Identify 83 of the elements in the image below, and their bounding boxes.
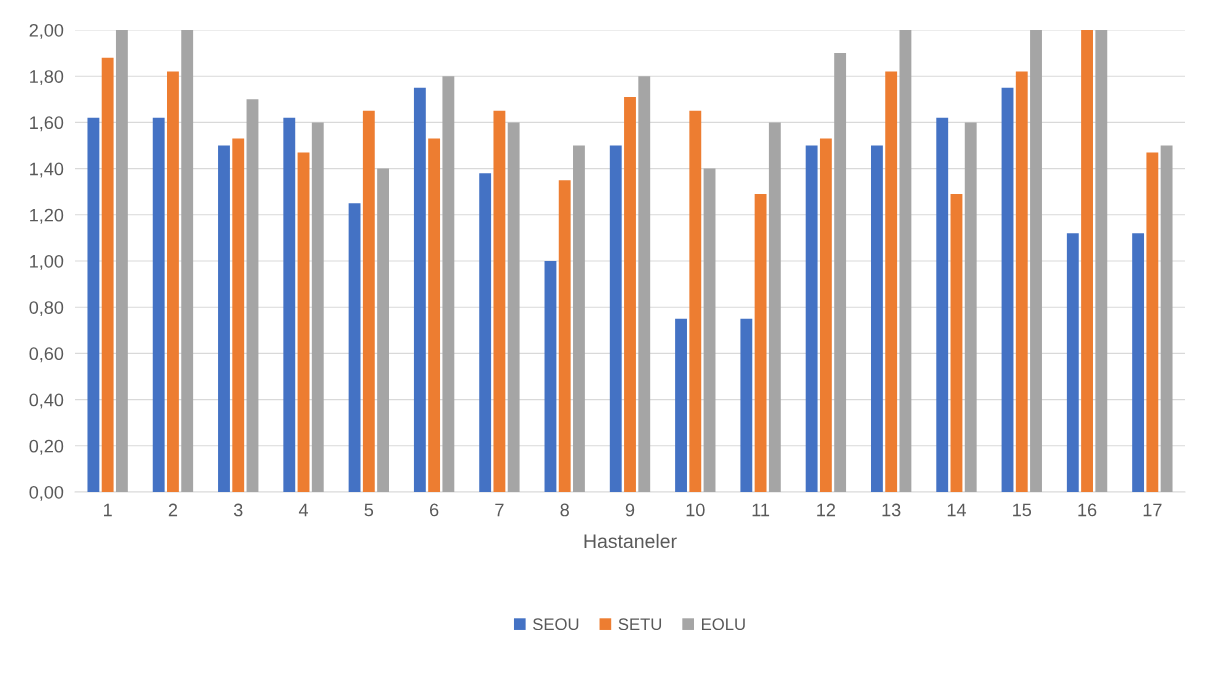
x-tick-label: 9 [625,503,635,517]
bar [167,71,179,492]
y-tick-label: 2,00 [29,23,64,39]
y-tick-label: 0,20 [29,439,64,455]
legend-label: SETU [618,618,662,631]
x-tick-label: 10 [686,503,705,517]
bar [950,194,963,492]
bar [1015,71,1028,492]
x-tick-label: 8 [560,503,569,517]
y-tick-label: 1,20 [30,208,64,224]
y-tick-label: 0,60 [29,347,64,363]
y-tick-label: 1,00 [30,254,64,270]
bar [362,110,375,492]
bar [870,145,883,492]
x-tick-label: 6 [430,503,439,517]
bar [348,203,361,492]
bar [377,168,390,492]
y-tick-label: 1,40 [30,162,64,178]
bar [181,30,194,492]
bar [703,168,716,492]
legend-label: EOLU [702,618,745,631]
bar [1081,30,1093,492]
bar [1095,30,1108,492]
x-tick-label: 14 [947,503,966,517]
x-tick-label: 11 [752,503,770,517]
bar [493,110,506,492]
y-tick-label: 0,00 [29,485,64,501]
x-tick-label: 7 [495,503,504,517]
bar [479,173,492,492]
bar [544,261,557,492]
bar [413,87,426,492]
x-tick-label: 12 [817,503,836,517]
bar [609,145,622,492]
bar [101,57,114,492]
bar [1160,145,1173,492]
bar [740,318,753,492]
bar [1132,233,1145,492]
x-axis-title: Hastaneler [584,533,677,549]
bar [936,117,949,492]
bar [428,138,441,492]
bar [507,122,520,492]
bar [689,110,702,492]
bar [964,122,977,492]
bar [558,180,571,492]
bar [87,117,100,492]
legend-label: SEOU [533,618,579,631]
x-tick-label: 1 [104,503,112,517]
bar [768,122,781,492]
x-tick-label: 16 [1078,503,1097,517]
bar [754,194,767,492]
bar [218,145,230,492]
x-tick-label: 17 [1143,503,1162,517]
bar [885,71,898,492]
bar [442,76,455,492]
bar [1146,152,1159,492]
bar [624,96,636,492]
x-tick-label: 15 [1013,503,1032,517]
y-tick-label: 0,80 [29,301,64,317]
bar [311,122,324,492]
bar [115,30,128,492]
bar [246,99,259,492]
x-tick-label: 13 [882,503,901,517]
x-tick-label: 4 [298,503,309,517]
bar [297,152,310,492]
bar [638,76,651,492]
bar [899,30,912,492]
bar [1001,87,1014,492]
bar [805,145,818,492]
bar [573,145,585,492]
bar [1066,233,1079,492]
bar [675,318,687,492]
y-tick-label: 0,40 [29,393,64,409]
bar [152,117,165,492]
y-tick-label: 1,80 [30,70,64,86]
bar [232,138,245,492]
bar [819,138,832,492]
bar [1030,30,1042,492]
bar [283,117,296,492]
bar [834,53,847,492]
y-tick-label: 1,60 [30,116,64,132]
x-tick-label: 5 [364,503,374,517]
x-tick-label: 2 [168,503,178,517]
x-tick-label: 3 [233,503,243,517]
